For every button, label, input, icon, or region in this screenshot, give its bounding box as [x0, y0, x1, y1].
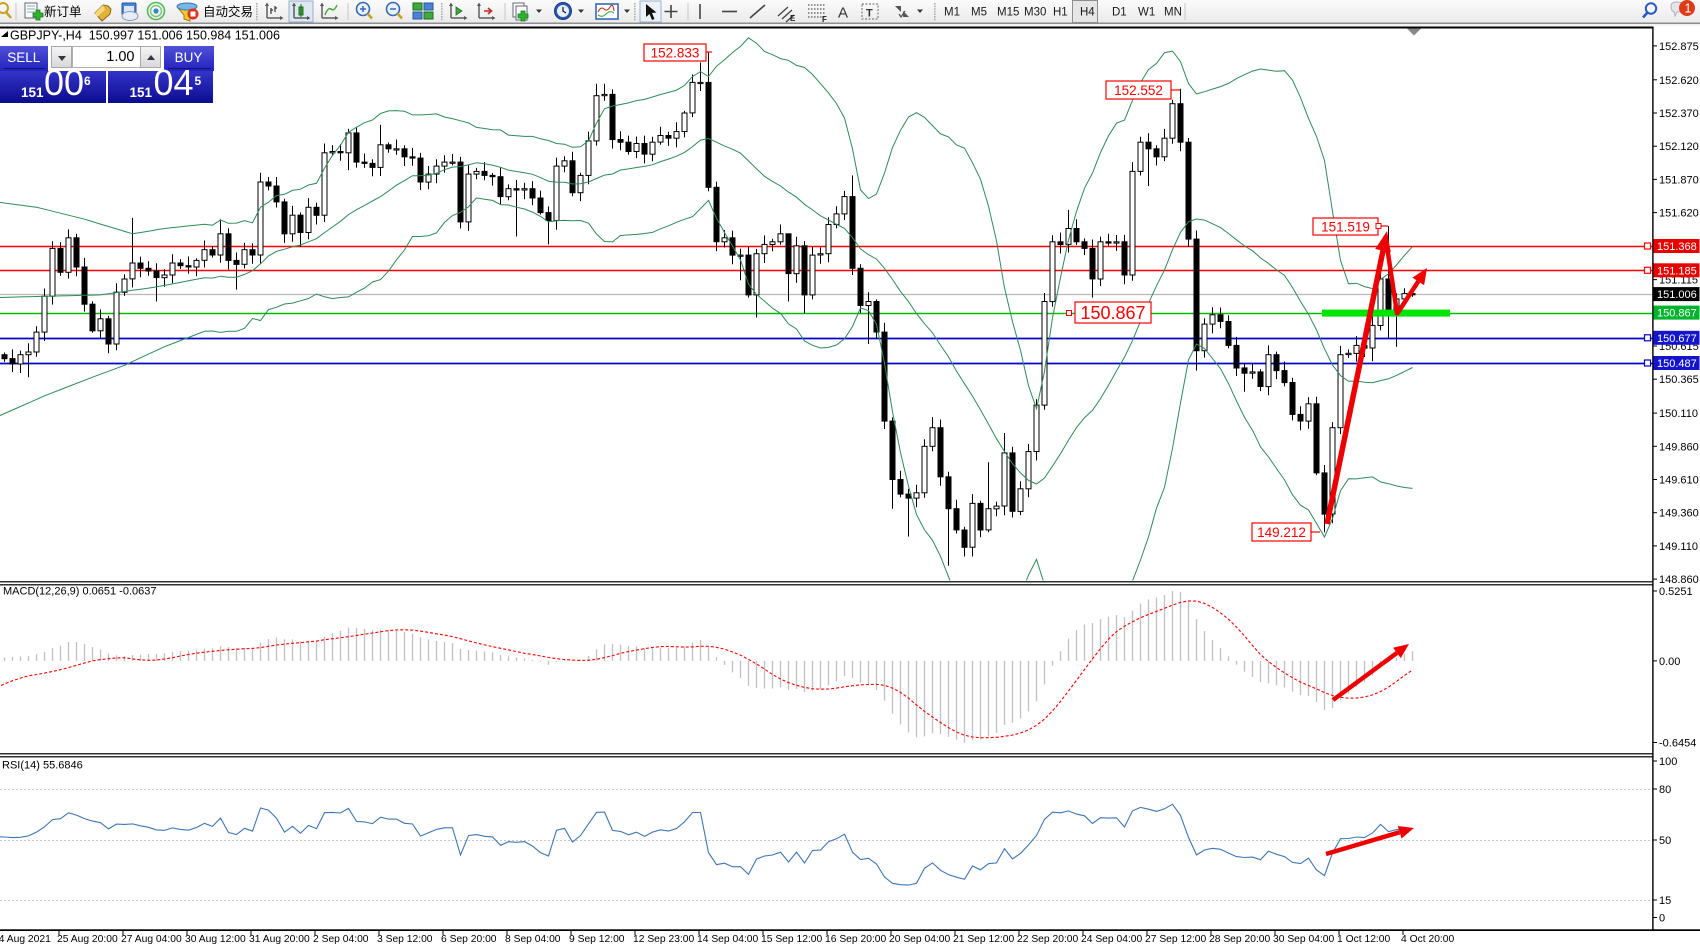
svg-text:151.870: 151.870: [1659, 174, 1699, 186]
svg-text:80: 80: [1659, 784, 1671, 796]
svg-text:150.487: 150.487: [1657, 358, 1697, 370]
svg-text:22 Sep 20:00: 22 Sep 20:00: [1017, 934, 1079, 945]
svg-text:9 Sep 12:00: 9 Sep 12:00: [569, 934, 625, 945]
svg-text:152.370: 152.370: [1659, 108, 1699, 120]
svg-text:149.860: 149.860: [1659, 441, 1699, 453]
svg-text:151.519: 151.519: [1321, 219, 1370, 234]
svg-text:148.860: 148.860: [1659, 574, 1699, 586]
svg-text:150.867: 150.867: [1657, 308, 1697, 320]
svg-text:3 Sep 12:00: 3 Sep 12:00: [377, 934, 433, 945]
svg-text:0: 0: [1659, 913, 1665, 925]
svg-text:151.115: 151.115: [1659, 275, 1698, 287]
svg-text:15: 15: [1659, 895, 1671, 907]
svg-text:4 Oct 20:00: 4 Oct 20:00: [1401, 934, 1455, 945]
svg-text:152.833: 152.833: [651, 45, 700, 60]
svg-text:A: A: [838, 5, 848, 22]
svg-text:T: T: [866, 8, 873, 20]
svg-text:W1: W1: [1138, 7, 1155, 19]
svg-text:27 Sep 12:00: 27 Sep 12:00: [1145, 934, 1207, 945]
svg-text:150.110: 150.110: [1659, 408, 1698, 420]
svg-text:100: 100: [1659, 756, 1677, 768]
svg-text:151.368: 151.368: [1657, 241, 1697, 253]
svg-text:149.110: 149.110: [1659, 541, 1698, 553]
svg-text:30 Sep 04:00: 30 Sep 04:00: [1273, 934, 1335, 945]
svg-text:50: 50: [1659, 835, 1671, 847]
svg-text:E: E: [790, 14, 796, 23]
svg-text:12 Sep 23:00: 12 Sep 23:00: [633, 934, 695, 945]
svg-text:150.867: 150.867: [1080, 303, 1145, 323]
svg-text:152.875: 152.875: [1659, 41, 1699, 53]
svg-text:6 Sep 20:00: 6 Sep 20:00: [441, 934, 497, 945]
svg-text:1: 1: [1685, 2, 1692, 16]
svg-text:150.677: 150.677: [1657, 333, 1697, 345]
svg-text:MN: MN: [1164, 7, 1182, 19]
svg-text:30 Aug 12:00: 30 Aug 12:00: [185, 934, 246, 945]
svg-text:M30: M30: [1024, 7, 1046, 19]
svg-text:152.120: 152.120: [1659, 141, 1699, 153]
svg-text:151.185: 151.185: [1657, 265, 1697, 277]
svg-text:2 Sep 04:00: 2 Sep 04:00: [313, 934, 369, 945]
svg-text:24 Sep 04:00: 24 Sep 04:00: [1081, 934, 1143, 945]
svg-text:1 Oct 12:00: 1 Oct 12:00: [1337, 934, 1391, 945]
svg-text:D1: D1: [1112, 7, 1127, 19]
svg-text:H4: H4: [1080, 7, 1095, 19]
svg-text:F: F: [822, 15, 827, 24]
svg-text:151.620: 151.620: [1659, 208, 1699, 220]
svg-text:自动交易: 自动交易: [203, 4, 253, 19]
svg-text:新订单: 新订单: [44, 4, 82, 19]
svg-text:149.610: 149.610: [1659, 475, 1699, 487]
svg-text:14 Sep 04:00: 14 Sep 04:00: [697, 934, 759, 945]
svg-text:150.365: 150.365: [1659, 374, 1699, 386]
svg-text:27 Aug 04:00: 27 Aug 04:00: [121, 934, 182, 945]
svg-text:152.620: 152.620: [1659, 75, 1699, 87]
svg-text:152.552: 152.552: [1114, 83, 1163, 98]
svg-text:24 Aug 2021: 24 Aug 2021: [0, 934, 51, 945]
svg-text:25 Aug 20:00: 25 Aug 20:00: [57, 934, 118, 945]
svg-text:28 Sep 20:00: 28 Sep 20:00: [1209, 934, 1271, 945]
svg-text:MACD(12,26,9) 0.0651 -0.0637: MACD(12,26,9) 0.0651 -0.0637: [3, 586, 156, 598]
svg-text:16 Sep 20:00: 16 Sep 20:00: [825, 934, 887, 945]
svg-text:M1: M1: [944, 7, 960, 19]
svg-text:8 Sep 04:00: 8 Sep 04:00: [505, 934, 561, 945]
svg-text:GBPJPY-,H4 150.997 151.006 15: GBPJPY-,H4 150.997 151.006 150.984 151.0…: [10, 29, 280, 43]
svg-text:15 Sep 12:00: 15 Sep 12:00: [761, 934, 823, 945]
svg-text:149.360: 149.360: [1659, 508, 1699, 520]
svg-text:RSI(14) 55.6846: RSI(14) 55.6846: [2, 760, 83, 772]
svg-text:-0.6454: -0.6454: [1659, 738, 1696, 750]
svg-text:21 Sep 12:00: 21 Sep 12:00: [953, 934, 1015, 945]
svg-text:151.006: 151.006: [1657, 289, 1697, 301]
svg-text:0.00: 0.00: [1659, 656, 1680, 668]
svg-text:0.5251: 0.5251: [1659, 586, 1693, 598]
svg-text:31 Aug 20:00: 31 Aug 20:00: [249, 934, 310, 945]
svg-text:H1: H1: [1053, 7, 1068, 19]
svg-text:M5: M5: [971, 7, 987, 19]
svg-text:M15: M15: [997, 7, 1019, 19]
svg-text:149.212: 149.212: [1257, 525, 1306, 540]
svg-text:20 Sep 04:00: 20 Sep 04:00: [889, 934, 951, 945]
